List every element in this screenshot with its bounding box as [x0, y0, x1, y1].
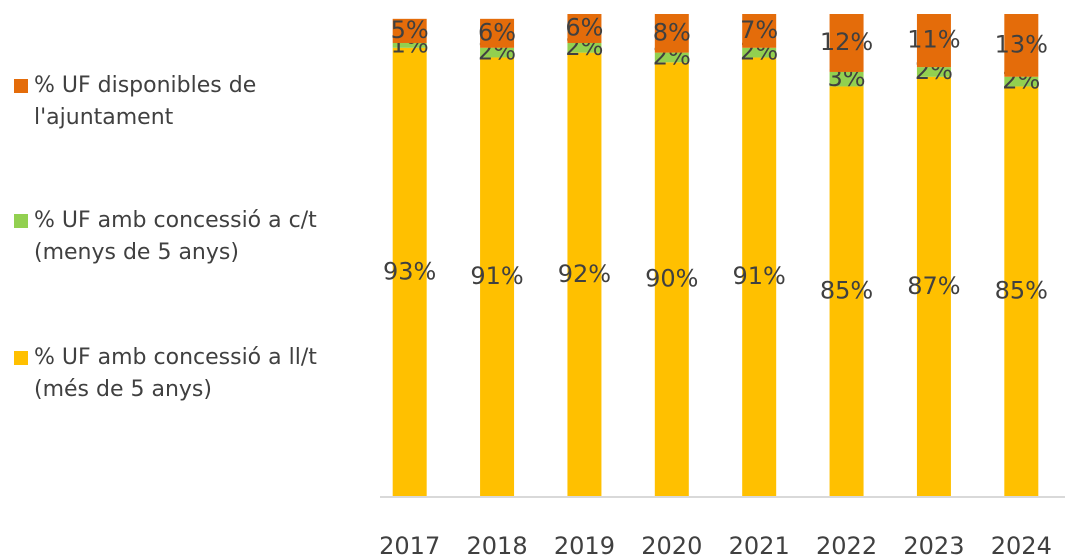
- bar-segment: [567, 52, 602, 497]
- x-tick-label: 2021: [729, 532, 790, 558]
- x-tick-label: 2022: [816, 532, 877, 558]
- data-label: 92%: [558, 260, 611, 288]
- bar-segment: [916, 67, 951, 77]
- data-label: 90%: [645, 265, 698, 293]
- legend-swatch: [14, 214, 28, 228]
- bar-segment: [1004, 14, 1039, 77]
- bar-segment: [567, 42, 602, 53]
- data-label: 7%: [740, 16, 778, 44]
- data-label: 6%: [478, 18, 516, 46]
- bar-segment: [829, 86, 864, 497]
- bar-segment: [916, 14, 951, 68]
- x-tick-label: 2020: [641, 532, 702, 558]
- bar-segment: [654, 52, 689, 63]
- x-tick-label: 2023: [903, 532, 964, 558]
- legend-label: % UF amb concessió a ll/t (més de 5 anys…: [34, 345, 317, 402]
- data-label: 6%: [565, 13, 603, 41]
- data-label: 93%: [383, 257, 436, 285]
- data-label: 12%: [820, 28, 873, 56]
- bar-segment: [1004, 86, 1039, 497]
- x-tick-label: 2018: [467, 532, 528, 558]
- x-tick-label: 2019: [554, 532, 615, 558]
- bar-segment: [742, 57, 777, 497]
- bar-segment: [567, 14, 602, 43]
- bar-segment: [480, 57, 515, 497]
- data-label: 91%: [470, 262, 523, 290]
- legend-label: % UF amb concessió a c/t (menys de 5 any…: [34, 208, 317, 265]
- legend-label: % UF disponibles de l'ajuntament: [34, 73, 257, 130]
- legend-swatch: [14, 351, 28, 365]
- bar-segment: [480, 18, 515, 48]
- bar-segment: [742, 47, 777, 58]
- bar-segment: [1004, 76, 1039, 87]
- bar-segment: [392, 47, 427, 498]
- legend-swatch: [14, 79, 28, 93]
- legend-item: % UF amb concessió a c/t (menys de 5 any…: [14, 205, 334, 269]
- bar-segment: [829, 14, 864, 72]
- bar-segment: [392, 18, 427, 43]
- legend-item: % UF disponibles de l'ajuntament: [14, 70, 334, 134]
- data-label: 85%: [820, 277, 873, 305]
- data-label: 11%: [907, 26, 960, 54]
- data-label: 91%: [733, 262, 786, 290]
- bar-segment: [392, 42, 427, 48]
- data-label: 5%: [391, 16, 429, 44]
- data-label: 8%: [653, 18, 691, 46]
- bar-segment: [916, 76, 951, 497]
- bar-segment: [654, 14, 689, 53]
- x-tick-label: 2017: [379, 532, 440, 558]
- data-label: 87%: [907, 272, 960, 300]
- bar-segment: [829, 71, 864, 87]
- bar-segment: [654, 62, 689, 498]
- x-tick-label: 2024: [991, 532, 1052, 558]
- data-label: 85%: [995, 277, 1048, 305]
- bar-segment: [480, 47, 515, 58]
- bar-segment: [742, 14, 777, 48]
- legend-item: % UF amb concessió a ll/t (més de 5 anys…: [14, 342, 334, 406]
- data-label: 13%: [995, 30, 1048, 58]
